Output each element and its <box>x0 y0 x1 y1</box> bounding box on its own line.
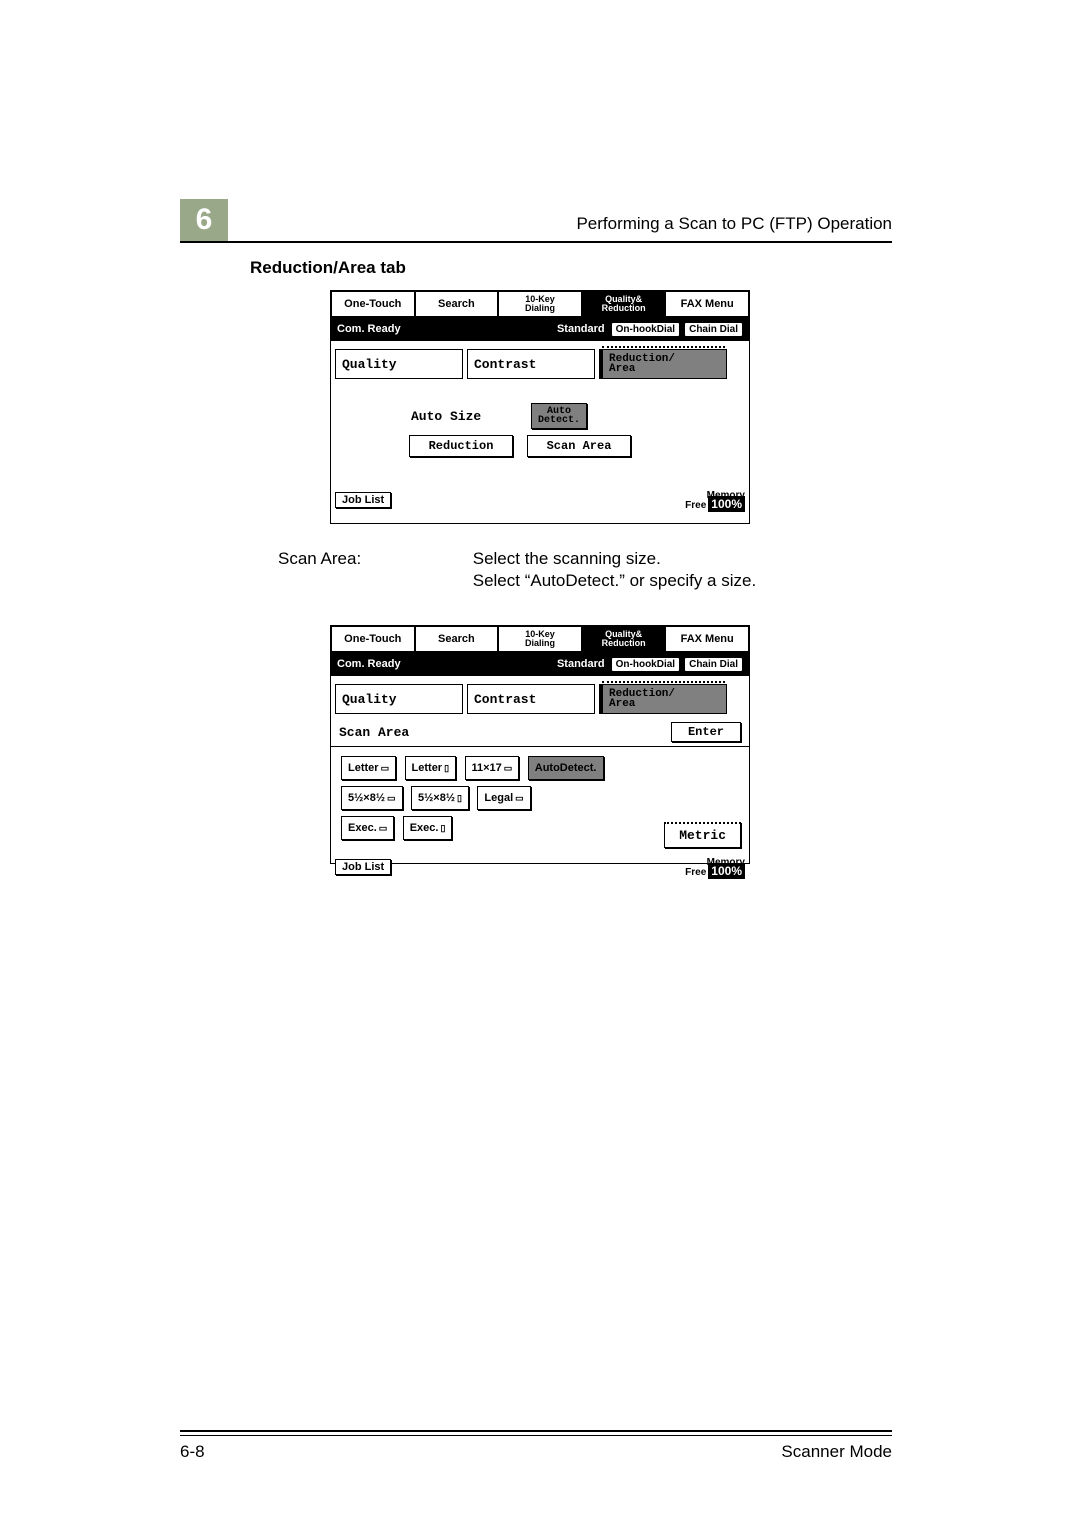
page-number: 6-8 <box>180 1442 205 1462</box>
memory-free: MemoryFree100% <box>685 491 745 510</box>
status-bar: Com. Ready Standard On-hookDial Chain Di… <box>331 317 749 341</box>
landscape-icon: ▭ <box>379 823 388 834</box>
tab-10key-label: 10-KeyDialing <box>525 295 555 313</box>
desc-line1: Select the scanning size. <box>473 549 661 568</box>
btn-on-hook-dial[interactable]: On-hookDial <box>611 322 680 337</box>
tab-qr-label: Quality&Reduction <box>602 295 646 313</box>
subtab-reduction-area[interactable]: Reduction/Area <box>599 349 727 379</box>
tab-search-2[interactable]: Search <box>415 626 499 652</box>
memory-free-2: MemoryFree100% <box>685 858 745 877</box>
chapter-number: 6 <box>180 199 228 241</box>
footer-mode: Scanner Mode <box>781 1442 892 1462</box>
desc-key: Scan Area: <box>278 548 468 570</box>
page-header: Performing a Scan to PC (FTP) Operation <box>450 214 892 234</box>
desc-line2: Select “AutoDetect.” or specify a size. <box>473 571 756 590</box>
screen-scan-area-sizes: One-Touch Search 10-KeyDialing Quality&R… <box>330 625 750 864</box>
landscape-icon: ▭ <box>515 793 524 804</box>
landscape-icon: ▭ <box>387 793 396 804</box>
memory-pct-2: 100% <box>708 863 745 879</box>
btn-enter[interactable]: Enter <box>671 722 741 742</box>
footer-rule <box>180 1430 892 1432</box>
size-11x17[interactable]: 11×17▭ <box>465 756 520 780</box>
portrait-icon: ▯ <box>457 793 462 804</box>
screen-reduction-area: One-Touch Search 10-KeyDialing Quality&R… <box>330 290 750 524</box>
top-tabs: One-Touch Search 10-KeyDialing Quality&R… <box>331 291 749 317</box>
footer-bar-1: Job List MemoryFree100% <box>331 489 749 511</box>
tab-search[interactable]: Search <box>415 291 499 317</box>
tab-quality-reduction[interactable]: Quality&Reduction <box>582 291 666 317</box>
size-letter-portrait[interactable]: Letter▯ <box>405 756 457 780</box>
subtab-quality[interactable]: Quality <box>335 349 463 379</box>
status-com-ready-2: Com. Ready <box>337 658 401 670</box>
sub-tabs: Quality Contrast Reduction/Area <box>331 349 749 379</box>
btn-auto-detect-label: AutoDetect. <box>538 407 580 425</box>
scan-area-row: Scan Area Enter <box>331 718 749 746</box>
label-auto-size: Auto Size <box>411 409 481 424</box>
tab-faxmenu[interactable]: FAX Menu <box>665 291 749 317</box>
tab-10key[interactable]: 10-KeyDialing <box>498 291 582 317</box>
subtab-ra-label: Reduction/Area <box>609 354 675 374</box>
portrait-icon: ▯ <box>440 823 445 834</box>
scan-area-description: Scan Area: Select the scanning size. Sel… <box>278 548 880 592</box>
landscape-icon: ▭ <box>381 763 390 774</box>
btn-reduction[interactable]: Reduction <box>409 435 513 457</box>
btn-chain-dial-2[interactable]: Chain Dial <box>684 657 743 672</box>
section-title: Reduction/Area tab <box>250 258 406 278</box>
size-options: Letter▭ Letter▯ 11×17▭ AutoDetect. 5½×8½… <box>331 746 749 856</box>
subtab-contrast-2[interactable]: Contrast <box>467 684 595 714</box>
size-legal[interactable]: Legal▭ <box>477 786 530 810</box>
btn-job-list[interactable]: Job List <box>335 492 391 508</box>
tab-one-touch-2[interactable]: One-Touch <box>331 626 415 652</box>
size-exec-landscape[interactable]: Exec.▭ <box>341 816 394 840</box>
scan-area-label: Scan Area <box>339 725 409 740</box>
btn-metric[interactable]: Metric <box>664 822 741 848</box>
tab-quality-reduction-2[interactable]: Quality&Reduction <box>582 626 666 652</box>
size-exec-portrait[interactable]: Exec.▯ <box>403 816 453 840</box>
size-5x8-portrait[interactable]: 5½×8½▯ <box>411 786 469 810</box>
size-autodetect[interactable]: AutoDetect. <box>528 756 604 780</box>
status-com-ready: Com. Ready <box>337 323 401 335</box>
btn-auto-detect[interactable]: AutoDetect. <box>531 403 587 429</box>
memory-pct: 100% <box>708 496 745 512</box>
footer-rule-thin <box>180 1435 892 1436</box>
size-5x8-landscape[interactable]: 5½×8½▭ <box>341 786 403 810</box>
status-standard-2: Standard <box>557 658 605 670</box>
size-letter-landscape[interactable]: Letter▭ <box>341 756 396 780</box>
btn-on-hook-dial-2[interactable]: On-hookDial <box>611 657 680 672</box>
btn-scan-area[interactable]: Scan Area <box>527 435 631 457</box>
tab-faxmenu-2[interactable]: FAX Menu <box>665 626 749 652</box>
btn-job-list-2[interactable]: Job List <box>335 859 391 875</box>
footer-bar-2: Job List MemoryFree100% <box>331 856 749 878</box>
tab-one-touch[interactable]: One-Touch <box>331 291 415 317</box>
sub-tabs-2: Quality Contrast Reduction/Area <box>331 684 749 714</box>
subtab-quality-2[interactable]: Quality <box>335 684 463 714</box>
header-rule <box>180 241 892 243</box>
status-bar-2: Com. Ready Standard On-hookDial Chain Di… <box>331 652 749 676</box>
tab-10key-2[interactable]: 10-KeyDialing <box>498 626 582 652</box>
subtab-contrast[interactable]: Contrast <box>467 349 595 379</box>
subtab-reduction-area-2[interactable]: Reduction/Area <box>599 684 727 714</box>
top-tabs-2: One-Touch Search 10-KeyDialing Quality&R… <box>331 626 749 652</box>
btn-chain-dial[interactable]: Chain Dial <box>684 322 743 337</box>
status-standard: Standard <box>557 323 605 335</box>
mid-panel-1: Auto Size AutoDetect. Reduction Scan Are… <box>331 379 749 489</box>
portrait-icon: ▯ <box>444 763 449 774</box>
landscape-icon: ▭ <box>504 763 513 774</box>
